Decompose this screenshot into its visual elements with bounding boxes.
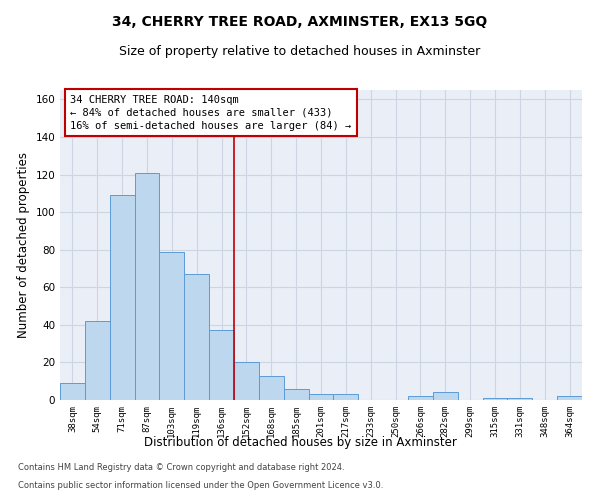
Text: Contains public sector information licensed under the Open Government Licence v3: Contains public sector information licen… <box>18 481 383 490</box>
Bar <box>557 396 582 400</box>
Bar <box>60 383 85 400</box>
Bar <box>184 274 209 400</box>
Text: Contains HM Land Registry data © Crown copyright and database right 2024.: Contains HM Land Registry data © Crown c… <box>18 464 344 472</box>
Bar <box>408 396 433 400</box>
Bar <box>334 394 358 400</box>
Bar <box>160 252 184 400</box>
Bar <box>134 172 160 400</box>
Text: Distribution of detached houses by size in Axminster: Distribution of detached houses by size … <box>143 436 457 449</box>
Bar <box>482 398 508 400</box>
Bar <box>284 388 308 400</box>
Bar <box>308 394 334 400</box>
Text: 34 CHERRY TREE ROAD: 140sqm
← 84% of detached houses are smaller (433)
16% of se: 34 CHERRY TREE ROAD: 140sqm ← 84% of det… <box>70 94 352 131</box>
Y-axis label: Number of detached properties: Number of detached properties <box>17 152 30 338</box>
Bar <box>85 321 110 400</box>
Text: 34, CHERRY TREE ROAD, AXMINSTER, EX13 5GQ: 34, CHERRY TREE ROAD, AXMINSTER, EX13 5G… <box>112 15 488 29</box>
Bar <box>110 195 134 400</box>
Bar <box>234 362 259 400</box>
Text: Size of property relative to detached houses in Axminster: Size of property relative to detached ho… <box>119 45 481 58</box>
Bar <box>209 330 234 400</box>
Bar <box>508 398 532 400</box>
Bar <box>433 392 458 400</box>
Bar <box>259 376 284 400</box>
